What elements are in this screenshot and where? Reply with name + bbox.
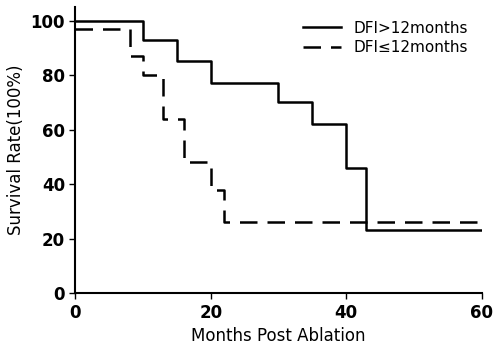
DFI≤12months xyxy=(242,220,248,224)
DFI>12months xyxy=(72,18,78,23)
DFI≤12months xyxy=(222,187,228,191)
DFI>12months xyxy=(276,81,281,86)
DFI≤12months xyxy=(140,73,146,77)
DFI>12months xyxy=(208,81,214,86)
DFI≤12months xyxy=(180,160,186,164)
DFI>12months xyxy=(478,228,484,233)
DFI≤12months xyxy=(126,54,132,58)
DFI≤12months xyxy=(160,73,166,77)
DFI>12months xyxy=(364,165,370,170)
DFI≤12months xyxy=(222,220,228,224)
DFI≤12months xyxy=(208,160,214,164)
DFI>12months xyxy=(310,122,316,126)
Line: DFI≤12months: DFI≤12months xyxy=(76,29,482,222)
DFI≤12months xyxy=(140,54,146,58)
Line: DFI>12months: DFI>12months xyxy=(76,20,482,231)
DFI≤12months xyxy=(478,220,484,224)
X-axis label: Months Post Ablation: Months Post Ablation xyxy=(191,327,366,345)
DFI>12months xyxy=(310,100,316,105)
DFI>12months xyxy=(478,228,484,233)
DFI>12months xyxy=(343,165,349,170)
DFI≤12months xyxy=(242,220,248,224)
DFI≤12months xyxy=(208,187,214,191)
DFI≤12months xyxy=(126,27,132,31)
DFI>12months xyxy=(343,122,349,126)
DFI>12months xyxy=(174,38,180,42)
DFI>12months xyxy=(364,228,370,233)
DFI>12months xyxy=(208,59,214,64)
DFI>12months xyxy=(140,38,146,42)
DFI>12months xyxy=(276,100,281,105)
DFI≤12months xyxy=(160,117,166,121)
DFI≤12months xyxy=(180,117,186,121)
DFI≤12months xyxy=(72,27,78,31)
DFI>12months xyxy=(140,18,146,23)
DFI≤12months xyxy=(478,220,484,224)
Y-axis label: Survival Rate(100%): Survival Rate(100%) xyxy=(7,65,25,235)
Legend: DFI>12months, DFI≤12months: DFI>12months, DFI≤12months xyxy=(297,14,474,61)
DFI>12months xyxy=(174,59,180,64)
